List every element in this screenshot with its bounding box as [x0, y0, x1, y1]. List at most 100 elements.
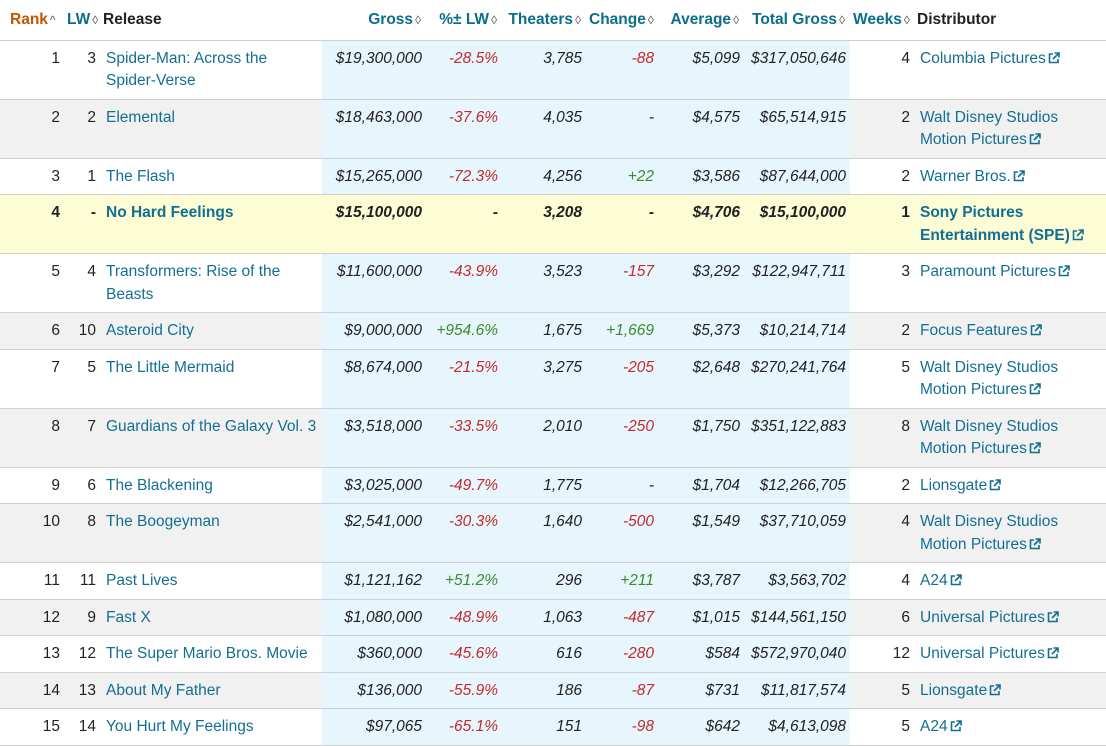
- release-link[interactable]: Past Lives: [106, 572, 178, 589]
- distributor-label: Universal Pictures: [920, 645, 1045, 662]
- table-row: 11 11 Past Lives $1,121,162 +51.2% 296 +211 $3,…: [0, 562, 1106, 599]
- distributor-label: Paramount Pictures: [920, 263, 1057, 280]
- header-total-gross[interactable]: Total Gross ◊: [744, 0, 850, 40]
- release-link[interactable]: Elemental: [106, 108, 175, 126]
- weeks-cell: 2: [850, 99, 914, 158]
- distributor-cell: Focus Features: [914, 312, 1106, 349]
- release-cell: Transformers: Rise of the Beasts: [100, 253, 322, 313]
- total-gross-cell: $572,970,040: [744, 635, 850, 672]
- average-cell: $3,787: [658, 562, 744, 599]
- pct-lw-cell: -33.5%: [426, 408, 502, 467]
- distributor-link[interactable]: Columbia Pictures: [920, 50, 1060, 67]
- header-average-label: Average: [670, 10, 732, 28]
- weeks-cell: 12: [850, 635, 914, 672]
- release-link[interactable]: The Boogeyman: [106, 513, 220, 530]
- gross-cell: $18,463,000: [322, 99, 426, 158]
- header-total-gross-label: Total Gross: [752, 10, 838, 28]
- distributor-link[interactable]: Walt Disney Studios Motion Pictures: [920, 109, 1058, 149]
- pct-lw-cell: +51.2%: [426, 562, 502, 599]
- table-row: 5 4 Transformers: Rise of the Beasts $11,60…: [0, 253, 1106, 313]
- distributor-link[interactable]: A24: [920, 572, 962, 589]
- sort-up-icon: ^: [49, 12, 56, 27]
- last-week-cell: 4: [64, 253, 100, 313]
- distributor-link[interactable]: Universal Pictures: [920, 609, 1059, 626]
- release-link[interactable]: Spider-Man: Across the Spider-Verse: [106, 49, 268, 90]
- distributor-link[interactable]: Walt Disney Studios Motion Pictures: [920, 513, 1058, 553]
- external-link-icon: [1058, 265, 1070, 277]
- theaters-cell: 1,775: [502, 467, 586, 504]
- pct-lw-cell: -49.7%: [426, 467, 502, 504]
- header-lw-label: LW: [67, 10, 91, 28]
- rank-cell: 9: [0, 467, 64, 504]
- header-theaters[interactable]: Theaters ◊: [502, 0, 586, 40]
- header-pct-lw[interactable]: %± LW ◊: [426, 0, 502, 40]
- external-link-icon: [1047, 647, 1059, 659]
- distributor-link[interactable]: Lionsgate: [920, 681, 1002, 699]
- last-week-cell: 2: [64, 99, 100, 158]
- total-gross-cell: $37,710,059: [744, 503, 850, 563]
- release-link[interactable]: The Super Mario Bros. Movie: [106, 645, 308, 662]
- last-week-cell: 10: [64, 312, 100, 349]
- release-link[interactable]: Guardians of the Galaxy Vol. 3: [106, 417, 317, 435]
- table-row: 13 12 The Super Mario Bros. Movie $360,000-…: [0, 635, 1106, 672]
- header-release[interactable]: Release: [100, 0, 322, 40]
- header-lw[interactable]: LW ◊: [64, 0, 100, 40]
- weeks-cell: 2: [850, 158, 914, 195]
- distributor-link[interactable]: Focus Features: [920, 322, 1042, 339]
- distributor-link[interactable]: Warner Bros.: [920, 168, 1025, 185]
- header-change[interactable]: Change ◊: [586, 0, 658, 40]
- distributor-link[interactable]: Universal Pictures: [920, 645, 1059, 662]
- total-gross-cell: $10,214,714: [744, 312, 850, 349]
- change-cell: -500: [586, 503, 658, 563]
- total-gross-cell: $351,122,883: [744, 408, 850, 467]
- rank-cell: 15: [0, 708, 64, 745]
- sort-arrows-icon: ◊: [903, 12, 910, 27]
- distributor-link[interactable]: Lionsgate: [920, 477, 1002, 494]
- header-average[interactable]: Average ◊: [658, 0, 744, 40]
- table-body: 1 3 Spider-Man: Across the Spider-Verse $19…: [0, 40, 1106, 745]
- header-rank-label: Rank: [10, 10, 48, 28]
- release-link[interactable]: The Blackening: [106, 476, 213, 494]
- header-distributor[interactable]: Distributor: [914, 0, 1106, 40]
- gross-cell: $19,300,000: [322, 40, 426, 99]
- distributor-link[interactable]: Walt Disney Studios Motion Pictures: [920, 359, 1058, 399]
- distributor-label: Walt Disney Studios Motion Pictures: [920, 358, 1059, 399]
- release-link[interactable]: No Hard Feelings: [106, 204, 234, 221]
- external-link-icon: [1013, 169, 1025, 182]
- header-gross[interactable]: Gross ◊: [322, 0, 426, 40]
- gross-cell: $15,265,000: [322, 158, 426, 195]
- table-row: 6 10 Asteroid City $9,000,000 +954.6% 1,675 +1…: [0, 312, 1106, 349]
- gross-cell: $11,600,000: [322, 253, 426, 313]
- release-link[interactable]: Asteroid City: [106, 322, 194, 339]
- release-link[interactable]: About My Father: [106, 681, 221, 699]
- release-link[interactable]: Transformers: Rise of the Beasts: [106, 263, 281, 303]
- pct-lw-cell: -21.5%: [426, 349, 502, 408]
- gross-cell: $15,100,000: [322, 194, 426, 254]
- release-link[interactable]: The Flash: [106, 167, 175, 185]
- total-gross-cell: $122,947,711: [744, 253, 850, 313]
- distributor-link[interactable]: Walt Disney Studios Motion Pictures: [920, 418, 1058, 458]
- distributor-link[interactable]: Paramount Pictures: [920, 263, 1070, 280]
- gross-cell: $97,065: [322, 708, 426, 745]
- gross-cell: $1,080,000: [322, 599, 426, 636]
- release-link[interactable]: You Hurt My Feelings: [106, 718, 254, 735]
- release-cell: Spider-Man: Across the Spider-Verse: [100, 40, 322, 99]
- release-link[interactable]: Fast X: [106, 608, 151, 626]
- release-cell: The Blackening: [100, 467, 322, 504]
- release-cell: Fast X: [100, 599, 322, 636]
- header-weeks[interactable]: Weeks ◊: [850, 0, 914, 40]
- pct-lw-cell: -65.1%: [426, 708, 502, 745]
- distributor-link[interactable]: A24: [920, 718, 962, 735]
- header-rank[interactable]: Rank ^: [0, 0, 64, 40]
- rank-cell: 6: [0, 312, 64, 349]
- weeks-cell: 5: [850, 672, 914, 709]
- last-week-cell: 13: [64, 672, 100, 709]
- external-link-icon: [1030, 324, 1042, 336]
- last-week-cell: 8: [64, 503, 100, 563]
- distributor-link[interactable]: Sony Pictures Entertainment (SPE): [920, 204, 1084, 244]
- external-link-icon: [1047, 610, 1059, 623]
- distributor-label: Lionsgate: [920, 681, 988, 699]
- last-week-cell: 12: [64, 635, 100, 672]
- header-pct-lw-label: %± LW: [439, 10, 490, 28]
- release-link[interactable]: The Little Mermaid: [106, 358, 235, 376]
